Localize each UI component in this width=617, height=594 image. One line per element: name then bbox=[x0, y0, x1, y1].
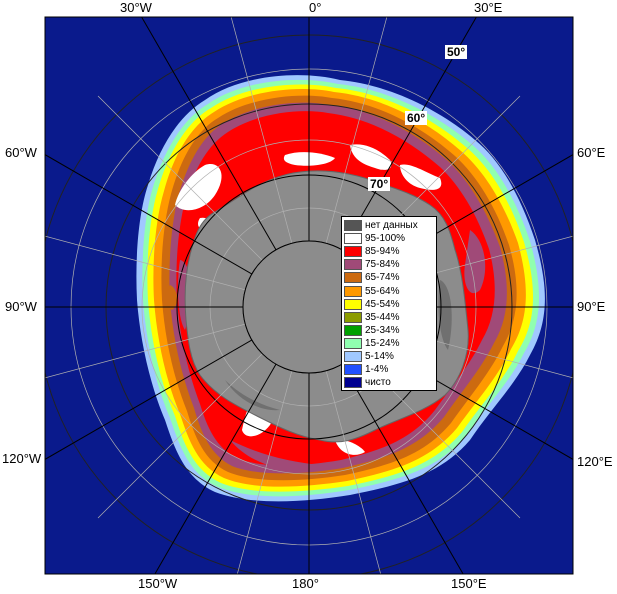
legend-item: чисто bbox=[344, 376, 434, 389]
legend-label: 35-44% bbox=[365, 311, 400, 323]
legend-item: 65-74% bbox=[344, 271, 434, 284]
lon-label-top-30e: 30°E bbox=[474, 0, 503, 15]
legend-item: 15-24% bbox=[344, 337, 434, 350]
legend-label: нет данных bbox=[365, 220, 418, 232]
legend-swatch bbox=[344, 350, 362, 362]
lon-label-bottom-150w: 150°W bbox=[138, 576, 178, 591]
legend-swatch bbox=[344, 364, 362, 376]
legend-label: 75-84% bbox=[365, 259, 400, 271]
lat-label-50: 50° bbox=[445, 45, 468, 59]
legend-label: 5-14% bbox=[365, 350, 394, 362]
legend-item: 1-4% bbox=[344, 363, 434, 376]
legend-label: 85-94% bbox=[365, 246, 400, 258]
lat-label-70: 70° bbox=[368, 177, 391, 191]
legend-item: 35-44% bbox=[344, 311, 434, 324]
legend-item: 95-100% bbox=[344, 232, 434, 245]
legend-label: 95-100% bbox=[365, 233, 406, 245]
legend-label: чисто bbox=[365, 377, 391, 389]
lat-label-60: 60° bbox=[405, 111, 428, 125]
legend-item: 85-94% bbox=[344, 245, 434, 258]
legend: нет данных 95-100% 85-94% 75-84% 65-74% 55-64… bbox=[341, 216, 437, 392]
lon-label-top-30w: 30°W bbox=[120, 0, 152, 15]
legend-label: 65-74% bbox=[365, 272, 400, 284]
lon-label-left-90w: 90°W bbox=[5, 299, 37, 314]
legend-swatch bbox=[344, 311, 362, 323]
lon-label-left-120w: 120°W bbox=[2, 451, 42, 466]
legend-label: 45-54% bbox=[365, 298, 400, 310]
legend-label: 15-24% bbox=[365, 337, 400, 349]
legend-swatch bbox=[344, 377, 362, 389]
lon-label-bottom-150e: 150°E bbox=[451, 576, 487, 591]
legend-item: 5-14% bbox=[344, 350, 434, 363]
lon-label-bottom-180: 180° bbox=[292, 576, 319, 591]
legend-swatch bbox=[344, 233, 362, 245]
legend-swatch bbox=[344, 246, 362, 258]
legend-swatch bbox=[344, 220, 362, 232]
lon-label-top-0: 0° bbox=[309, 0, 322, 15]
legend-label: 1-4% bbox=[365, 364, 389, 376]
legend-label: 25-34% bbox=[365, 324, 400, 336]
lon-label-left-60w: 60°W bbox=[5, 145, 37, 160]
legend-label: 55-64% bbox=[365, 285, 400, 297]
legend-item: 45-54% bbox=[344, 298, 434, 311]
legend-swatch bbox=[344, 272, 362, 284]
legend-swatch bbox=[344, 337, 362, 349]
legend-swatch bbox=[344, 259, 362, 271]
legend-item: 25-34% bbox=[344, 324, 434, 337]
lon-label-right-120e: 120°E bbox=[577, 454, 613, 469]
legend-item: 55-64% bbox=[344, 284, 434, 297]
legend-item: нет данных bbox=[344, 219, 434, 232]
legend-swatch bbox=[344, 285, 362, 297]
legend-swatch bbox=[344, 298, 362, 310]
lon-label-right-60e: 60°E bbox=[577, 145, 606, 160]
lon-label-right-90e: 90°E bbox=[577, 299, 606, 314]
legend-item: 75-84% bbox=[344, 258, 434, 271]
legend-swatch bbox=[344, 324, 362, 336]
